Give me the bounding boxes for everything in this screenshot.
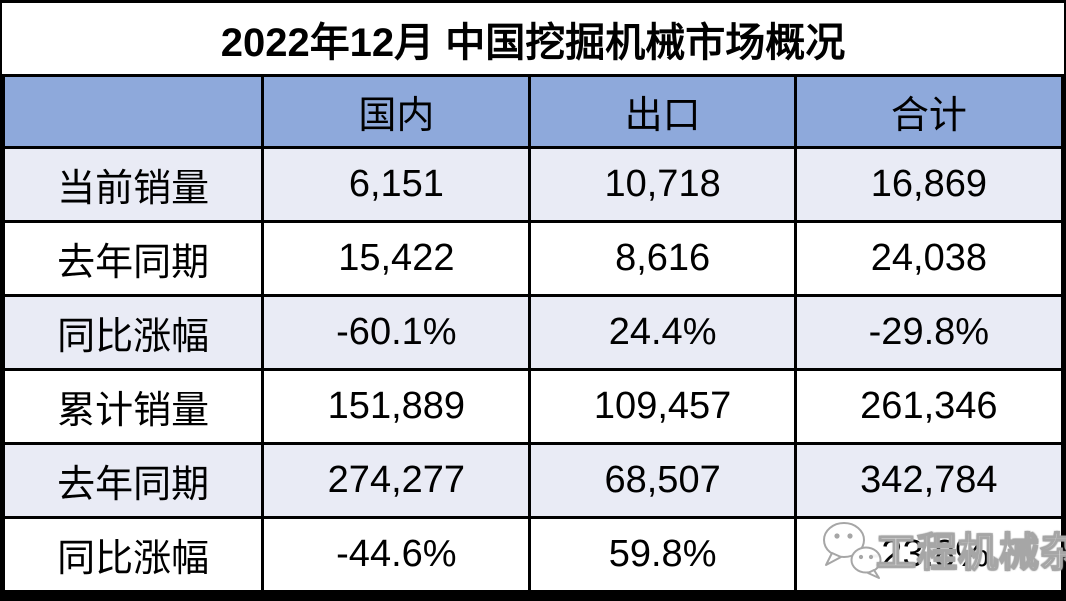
column-header-export: 出口 — [528, 74, 797, 149]
table-cell: 59.8% — [528, 516, 797, 593]
page-title: 2022年12月 中国挖掘机械市场概况 — [2, 3, 1064, 74]
table-row-last-year-cumulative: 去年同期 274,277 68,507 342,784 — [1, 442, 1065, 519]
table-row-yoy-change: 同比涨幅 -60.1% 24.4% -29.8% — [1, 294, 1065, 371]
table-row-cumulative-yoy-change: 同比涨幅 -44.6% 59.8% -23.8% — [1, 516, 1065, 593]
table-row-cumulative-sales: 累计销量 151,889 109,457 261,346 — [1, 368, 1065, 445]
row-label: 当前销量 — [1, 146, 265, 223]
column-header-blank — [1, 74, 265, 149]
table-cell: 6,151 — [261, 146, 532, 223]
row-label: 同比涨幅 — [1, 294, 265, 371]
header-row: 国内 出口 合计 — [1, 74, 1065, 149]
table-cell: 68,507 — [528, 442, 797, 519]
column-header-total: 合计 — [793, 74, 1065, 149]
data-table: 国内 出口 合计 当前销量 6,151 10,718 16,869 去年同期 1… — [1, 74, 1065, 593]
table-cell: 261,346 — [793, 368, 1065, 445]
table-cell: -29.8% — [793, 294, 1065, 371]
table-cell: 16,869 — [793, 146, 1065, 223]
table-row-current-sales: 当前销量 6,151 10,718 16,869 — [1, 146, 1065, 223]
table-cell: 274,277 — [261, 442, 532, 519]
row-label: 累计销量 — [1, 368, 265, 445]
table-cell: 24.4% — [528, 294, 797, 371]
table-cell: 151,889 — [261, 368, 532, 445]
column-header-domestic: 国内 — [261, 74, 532, 149]
table-cell: 10,718 — [528, 146, 797, 223]
table-cell: 342,784 — [793, 442, 1065, 519]
row-label: 去年同期 — [1, 442, 265, 519]
table-cell: 24,038 — [793, 220, 1065, 297]
table-row-last-year-same-period: 去年同期 15,422 8,616 24,038 — [1, 220, 1065, 297]
row-label: 去年同期 — [1, 220, 265, 297]
row-label: 同比涨幅 — [1, 516, 265, 593]
table-cell: 8,616 — [528, 220, 797, 297]
table-cell: 15,422 — [261, 220, 532, 297]
table-cell: -60.1% — [261, 294, 532, 371]
table-cell: 109,457 — [528, 368, 797, 445]
table-cell: -44.6% — [261, 516, 532, 593]
table-cell: -23.8% — [793, 516, 1065, 593]
